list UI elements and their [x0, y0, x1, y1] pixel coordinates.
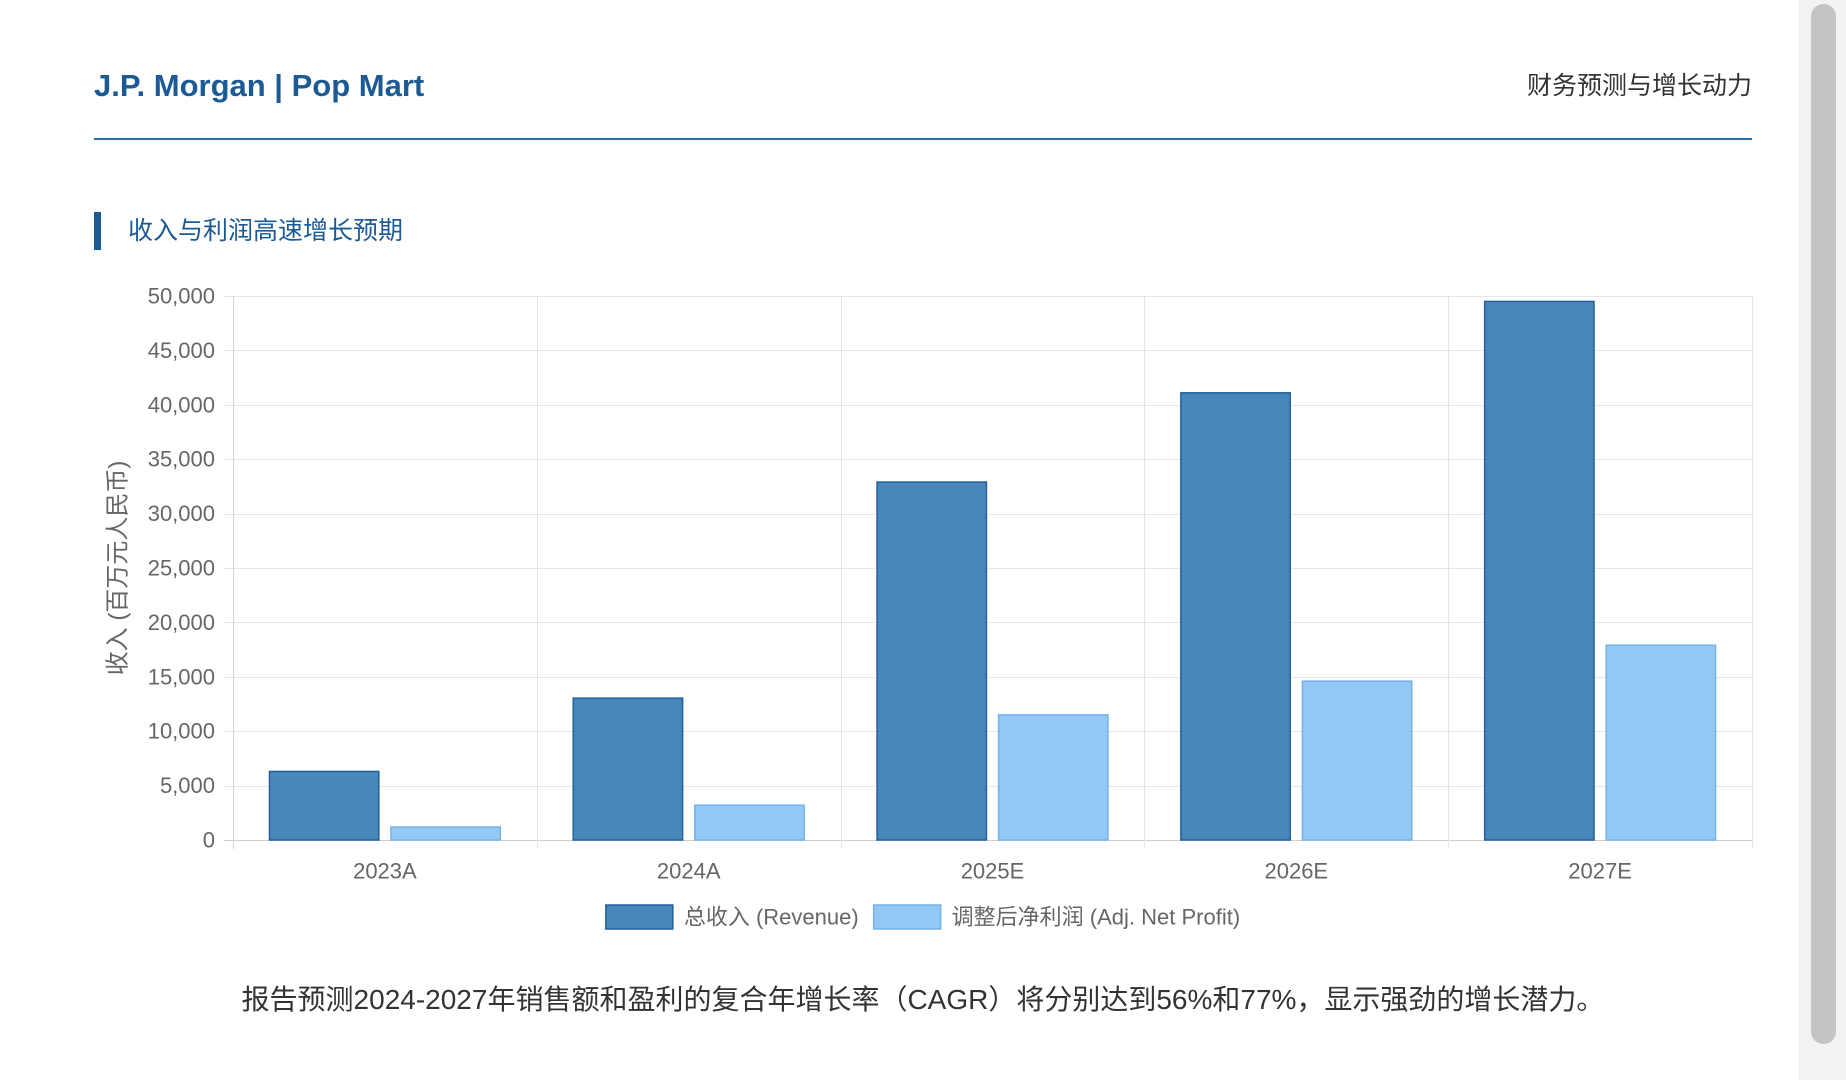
x-tick-label: 2024A [657, 859, 721, 884]
scrollbar-thumb[interactable] [1811, 4, 1836, 1044]
y-tick-label: 10,000 [148, 719, 215, 744]
header-divider [94, 138, 1752, 140]
vertical-scrollbar[interactable] [1799, 0, 1846, 1080]
legend-label[interactable]: 调整后净利润 (Adj. Net Profit) [952, 905, 1240, 930]
y-tick-label: 40,000 [148, 392, 215, 417]
bar-adj-net-profit-2027e [1605, 644, 1717, 841]
chart-title: 收入与利润高速增长预期 [128, 217, 404, 245]
gridlines [224, 296, 1753, 849]
revenue-profit-bar-chart: 0 5,000 10,000 15,000 20,000 25,000 30,000 35,0… [105, 284, 1753, 930]
y-tick-labels: 0 5,000 10,000 15,000 20,000 25,000 30,000 35,0… [148, 284, 215, 853]
y-tick-label: 30,000 [148, 501, 215, 526]
footer-note: 报告预测2024-2027年销售额和盈利的复合年增长率（CAGR）将分别达到56… [241, 984, 1605, 1015]
y-tick-label: 0 [203, 828, 215, 853]
x-tick-label: 2023A [353, 859, 417, 884]
bar-revenue-2026e [1180, 392, 1291, 841]
legend-item-revenue[interactable]: 总收入 (Revenue) [605, 904, 859, 930]
bar-adj-net-profit-2026e [1301, 680, 1413, 841]
page-subtitle: 财务预测与增长动力 [1526, 72, 1752, 100]
y-tick-label: 45,000 [148, 338, 215, 363]
y-tick-label: 50,000 [148, 284, 215, 309]
x-tick-label: 2026E [1264, 859, 1328, 884]
y-axis-title: 收入 (百万元人民币) [105, 461, 132, 676]
y-tick-label: 15,000 [148, 664, 215, 689]
y-tick-label: 25,000 [148, 556, 215, 581]
legend: 总收入 (Revenue) 调整后净利润 (Adj. Net Profit) [605, 904, 1240, 930]
report-title: J.P. Morgan | Pop Mart [94, 68, 425, 103]
y-tick-label: 5,000 [160, 773, 215, 798]
bar-revenue-2027e [1483, 300, 1595, 841]
x-tick-label: 2027E [1568, 859, 1632, 884]
x-tick-labels: 2023A 2024A 2025E 2026E 2027E [353, 859, 1632, 884]
bar-revenue-2025e [876, 481, 988, 841]
bar-revenue-2024a [572, 697, 684, 841]
legend-swatch[interactable] [605, 904, 674, 930]
bars [268, 300, 1717, 841]
legend-item-adj-net-profit[interactable]: 调整后净利润 (Adj. Net Profit) [872, 904, 1240, 930]
legend-label[interactable]: 总收入 (Revenue) [684, 905, 859, 930]
bar-adj-net-profit-2023a [390, 826, 502, 841]
bar-revenue-2023a [268, 770, 380, 841]
x-tick-label: 2025E [961, 859, 1025, 884]
bar-adj-net-profit-2024a [694, 804, 805, 841]
legend-swatch[interactable] [872, 904, 942, 930]
section-accent-bar [94, 212, 101, 250]
y-tick-label: 35,000 [148, 447, 215, 472]
y-tick-label: 20,000 [148, 610, 215, 635]
bar-adj-net-profit-2025e [997, 714, 1109, 841]
